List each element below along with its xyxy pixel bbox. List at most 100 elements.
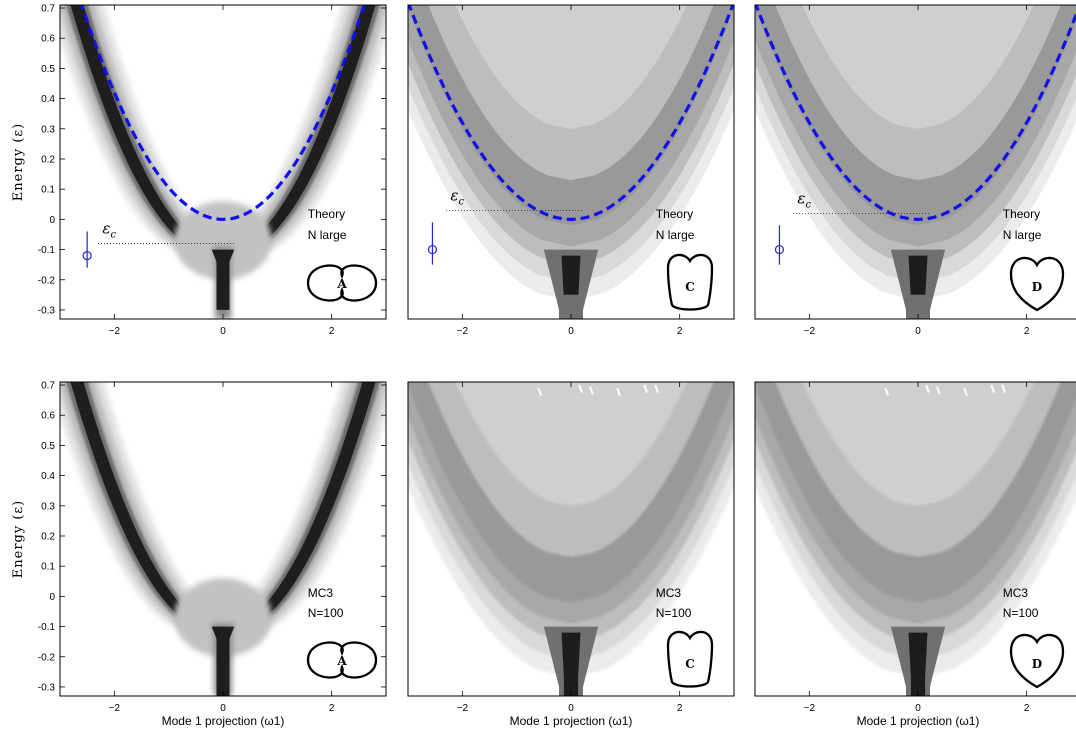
x-tick-label: 0 bbox=[915, 703, 921, 714]
x-tick-label: −2 bbox=[804, 326, 816, 337]
y-tick-label: -0.2 bbox=[38, 652, 56, 663]
note-line-2: N large bbox=[1003, 228, 1042, 242]
theory-curve bbox=[80, 5, 366, 222]
x-axis-label: Mode 1 projection (ω1) bbox=[162, 714, 285, 728]
note-line-1: Theory bbox=[656, 207, 693, 221]
density-plot bbox=[408, 382, 734, 696]
band-core-right bbox=[216, 382, 376, 633]
shape-letter: C bbox=[685, 280, 695, 294]
eps-c-label: εc bbox=[102, 220, 116, 241]
y-tick-label: 0.7 bbox=[41, 4, 55, 15]
x-axis-label: Mode 1 projection (ω1) bbox=[510, 714, 633, 728]
x-tick-label: 0 bbox=[568, 703, 574, 714]
y-axis-label: Energy (ε) bbox=[11, 123, 26, 201]
shape-letter: A bbox=[336, 277, 347, 291]
stem-core bbox=[561, 632, 581, 696]
sampling-gap bbox=[616, 387, 621, 396]
band-core-right bbox=[216, 5, 376, 256]
sampling-gap bbox=[654, 384, 659, 393]
note-line-1: MC3 bbox=[1003, 586, 1029, 600]
eps-c-marker bbox=[427, 244, 438, 255]
shape-icon-A: A bbox=[306, 264, 378, 302]
panel-D-mc3: MC3 N=100 D −2 0 2 Mode 1 projection (ω1) bbox=[754, 381, 1076, 728]
stem-core bbox=[211, 626, 235, 696]
y-tick-label: -0.3 bbox=[38, 305, 56, 316]
stem-core bbox=[908, 255, 928, 295]
sampling-gap bbox=[963, 387, 968, 396]
eps-c-marker bbox=[774, 244, 785, 255]
y-tick-label: -0.1 bbox=[38, 245, 56, 256]
panel-A-mc3: MC3 N=100 A −2 0 2 -0.3 -0.2 -0.1 0 0.1 0.2 0.3 0.4 0.… bbox=[11, 381, 387, 728]
x-tick-label: −2 bbox=[457, 703, 469, 714]
y-tick-label: 0.3 bbox=[41, 124, 55, 135]
x-tick-label: −2 bbox=[457, 326, 469, 337]
density-plot bbox=[60, 382, 386, 696]
panel-C-mc3: MC3 N=100 C −2 0 2 Mode 1 projection (ω1) bbox=[407, 381, 735, 728]
x-tick-label: 2 bbox=[677, 326, 683, 337]
x-tick-label: 0 bbox=[220, 326, 226, 337]
theory-curve bbox=[755, 5, 1076, 222]
y-tick-label: 0.4 bbox=[41, 94, 55, 105]
x-tick-label: 0 bbox=[220, 703, 226, 714]
density-plot bbox=[60, 5, 386, 319]
y-tick-label: 0.1 bbox=[41, 562, 55, 573]
shape-letter: A bbox=[336, 654, 347, 668]
x-tick-label: 2 bbox=[329, 326, 335, 337]
panel-A-theory: εc Theory N large A −2 0 2 -0.3 -0.2 -0.1 0 0.1 0.2 0… bbox=[11, 4, 387, 337]
x-tick-label: 2 bbox=[1024, 326, 1030, 337]
sampling-gap bbox=[1001, 384, 1006, 393]
y-tick-label: 0.2 bbox=[41, 154, 55, 165]
note-line-2: N large bbox=[656, 228, 695, 242]
x-tick-label: −2 bbox=[804, 703, 816, 714]
y-tick-label: 0.6 bbox=[41, 34, 55, 45]
shape-letter: C bbox=[685, 657, 695, 671]
contour-level-6 bbox=[455, 5, 687, 129]
x-tick-label: 2 bbox=[677, 703, 683, 714]
stem-core bbox=[908, 632, 928, 696]
density-plot bbox=[408, 5, 734, 319]
peanut-outline bbox=[306, 641, 378, 679]
x-axis-label: Mode 1 projection (ω1) bbox=[857, 714, 980, 728]
stem-core bbox=[211, 249, 235, 310]
band-core-left bbox=[70, 382, 230, 633]
y-tick-label: -0.2 bbox=[38, 275, 56, 286]
y-tick-label: 0.7 bbox=[41, 381, 55, 392]
sampling-gap bbox=[936, 386, 941, 395]
density-plot bbox=[755, 382, 1076, 696]
stem-core bbox=[561, 255, 581, 295]
sampling-gap bbox=[589, 386, 594, 395]
sampling-gap bbox=[884, 387, 890, 396]
note-line-2: N large bbox=[308, 228, 347, 242]
note-line-1: MC3 bbox=[308, 586, 334, 600]
heart-outline bbox=[1009, 633, 1065, 689]
cup-outline bbox=[666, 630, 714, 688]
y-tick-label: -0.3 bbox=[38, 682, 56, 693]
valley-glow bbox=[174, 201, 272, 280]
y-tick-label: 0.2 bbox=[41, 531, 55, 542]
y-tick-label: 0 bbox=[49, 215, 55, 226]
x-tick-label: 2 bbox=[329, 703, 335, 714]
shape-icon-D: D bbox=[1009, 633, 1065, 689]
note-line-1: Theory bbox=[308, 207, 345, 221]
shape-icon-A: A bbox=[306, 641, 378, 679]
note-line-1: Theory bbox=[1003, 207, 1040, 221]
eps-c-marker bbox=[82, 250, 92, 261]
sampling-gap bbox=[925, 384, 930, 393]
y-tick-label: 0.5 bbox=[41, 64, 55, 75]
y-tick-label: 0.1 bbox=[41, 185, 55, 196]
y-tick-label: 0.4 bbox=[41, 471, 55, 482]
peanut-outline bbox=[306, 264, 378, 302]
sampling-gap bbox=[537, 387, 543, 396]
theory-curve bbox=[408, 5, 734, 222]
shape-icon-C: C bbox=[666, 630, 714, 688]
note-line-2: N=100 bbox=[308, 606, 344, 620]
x-tick-label: −2 bbox=[109, 326, 121, 337]
y-tick-label: -0.1 bbox=[38, 622, 56, 633]
shape-letter: D bbox=[1032, 657, 1042, 671]
sampling-gap bbox=[990, 384, 996, 393]
contour-level-6 bbox=[455, 382, 687, 506]
contour-level-6 bbox=[802, 5, 1034, 129]
y-tick-label: 0.3 bbox=[41, 501, 55, 512]
